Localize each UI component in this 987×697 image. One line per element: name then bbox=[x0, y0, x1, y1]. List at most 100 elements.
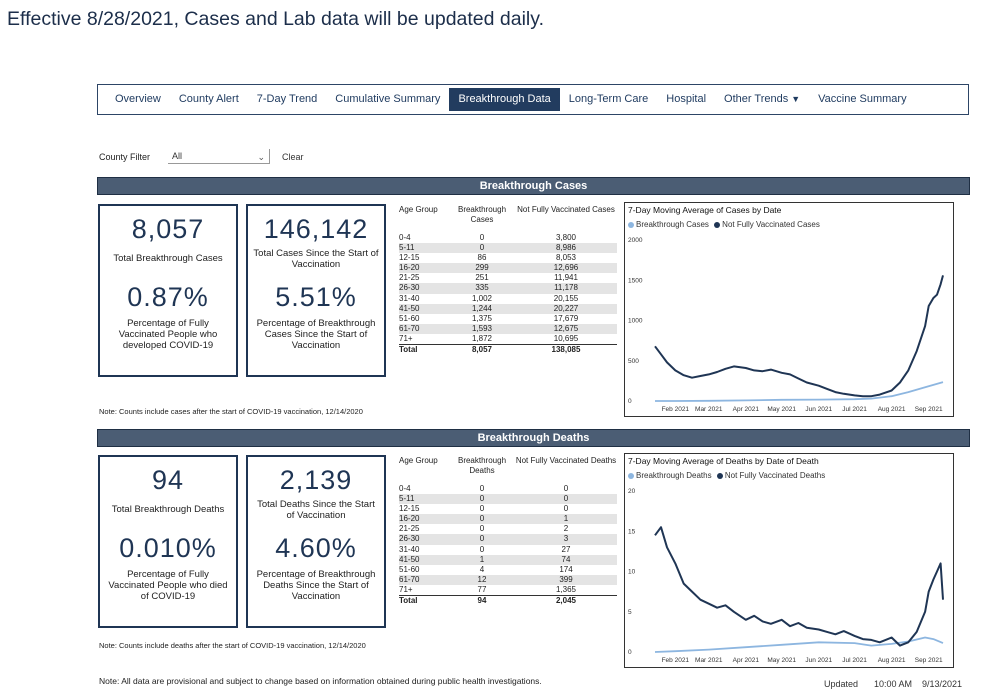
pct-breakthrough-cases-label: Percentage of Breakthrough Cases Since t… bbox=[256, 318, 376, 351]
breakthrough-cell: 1,002 bbox=[471, 293, 493, 303]
total-not-vaccinated-cell: 2,045 bbox=[515, 595, 617, 607]
not-vaccinated-cell: 0 bbox=[563, 484, 569, 493]
breakthrough-cell: 86 bbox=[477, 253, 487, 263]
y-tick-label: 10 bbox=[628, 569, 636, 576]
breakthrough-cell: 1,375 bbox=[471, 313, 493, 323]
total-cases-value: 146,142 bbox=[263, 214, 369, 244]
county-filter-label: County Filter bbox=[99, 152, 151, 162]
not-vaccinated-cell: 8,053 bbox=[555, 253, 577, 263]
tab-cumulative-summary[interactable]: Cumulative Summary bbox=[335, 93, 441, 105]
age-cell: 51-60 bbox=[399, 313, 420, 323]
pct-breakthrough-deaths-label: Percentage of Breakthrough Deaths Since … bbox=[256, 569, 376, 602]
table-row: 16-20 299 12,696 bbox=[399, 263, 617, 274]
table-row: 31-40 0 27 bbox=[399, 545, 617, 555]
tab-hospital[interactable]: Hospital bbox=[666, 93, 707, 105]
deaths-chart-title: 7-Day Moving Average of Deaths by Date o… bbox=[628, 456, 819, 466]
legend-not-vaccinated-deaths: Not Fully Vaccinated Deaths bbox=[724, 471, 826, 480]
total-label-cell: Total bbox=[399, 595, 449, 607]
deaths-card-breakthrough: 94 Total Breakthrough Deaths 0.010% Perc… bbox=[98, 455, 238, 628]
breakthrough-cell: 251 bbox=[475, 273, 489, 283]
table-row: 61-70 1,593 12,675 bbox=[399, 323, 617, 334]
age-cell: 0-4 bbox=[399, 233, 411, 242]
breakthrough-deaths-line bbox=[654, 636, 944, 653]
breakthrough-cell: 12 bbox=[449, 574, 515, 585]
total-deaths-value: 2,139 bbox=[279, 465, 353, 495]
age-cell: 26-30 bbox=[399, 283, 449, 294]
total-breakthrough-cases-label: Total Breakthrough Cases bbox=[113, 253, 223, 264]
table-row: 5-11 0 8,986 bbox=[399, 243, 617, 254]
tab-county-alert[interactable]: County Alert bbox=[178, 93, 239, 105]
breakthrough-cell: 0 bbox=[479, 233, 485, 242]
not-vaccinated-cell: 1,365 bbox=[555, 584, 577, 594]
tab-breakthrough-data[interactable]: Breakthrough Data bbox=[449, 88, 560, 111]
updated-label: Updated bbox=[824, 679, 859, 689]
deaths-table-body: 0-4 0 0 5-11 0 0 12-15 0 0 16-20 0 1 21-25 0 2 26-30 0 3 3… bbox=[399, 484, 617, 607]
cases-chart-title: 7-Day Moving Average of Cases by Date bbox=[628, 205, 782, 215]
table-row: 41-50 1,244 20,227 bbox=[399, 303, 617, 314]
cases-table-body: 0-4 0 3,800 5-11 0 8,986 12-15 86 8,053 16-20 299 1… bbox=[399, 233, 617, 356]
y-tick-label: 5 bbox=[628, 609, 632, 616]
table-row: 12-15 86 8,053 bbox=[399, 253, 617, 263]
tab-long-term-care[interactable]: Long-Term Care bbox=[568, 93, 649, 105]
age-cell: 12-15 bbox=[399, 253, 420, 263]
footer-note: Note: All data are provisional and subje… bbox=[99, 676, 542, 686]
age-cell: 31-40 bbox=[399, 293, 420, 303]
age-cell: 16-20 bbox=[399, 514, 449, 525]
x-tick-label: Feb 2021 bbox=[662, 657, 690, 664]
y-tick-label: 20 bbox=[628, 488, 636, 495]
x-tick-label: Sep 2021 bbox=[915, 657, 943, 664]
table-row: 41-50 1 74 bbox=[399, 554, 617, 565]
x-tick-label: Jul 2021 bbox=[842, 657, 867, 664]
y-tick-label: 0 bbox=[628, 649, 632, 656]
table-row: 26-30 0 3 bbox=[399, 534, 617, 545]
not-vaccinated-cell: 3 bbox=[515, 534, 617, 545]
y-tick-label: 500 bbox=[628, 358, 639, 365]
col-header-age: Age Group bbox=[399, 456, 438, 465]
x-tick-label: Apr 2021 bbox=[733, 657, 760, 664]
not-vaccinated-cell: 20,155 bbox=[553, 293, 579, 303]
total-breakthrough-deaths-value: 94 bbox=[151, 465, 185, 495]
breakthrough-cases-line bbox=[655, 381, 944, 402]
age-cell: 5-11 bbox=[399, 243, 449, 254]
breakthrough-cell: 0 bbox=[479, 484, 485, 493]
pct-breakthrough-cases-value: 5.51% bbox=[275, 282, 357, 312]
cases-note: Note: Counts include cases after the sta… bbox=[99, 407, 363, 416]
cases-banner: Breakthrough Cases bbox=[97, 177, 970, 195]
county-filter-select[interactable]: All ⌄ bbox=[168, 149, 270, 164]
cases-chart-legend: Breakthrough Cases Not Fully Vaccinated … bbox=[628, 220, 820, 229]
table-total-row: Total 94 2,045 bbox=[399, 595, 617, 607]
cases-chart-svg: 0 500 1000 1500 2000 Feb 2021 Mar 2021 Apr 2021… bbox=[628, 237, 944, 413]
y-tick-label: 15 bbox=[628, 528, 636, 535]
x-tick-label: Aug 2021 bbox=[878, 657, 906, 664]
updated-time: 10:00 AM bbox=[874, 679, 913, 689]
not-vaccinated-cell: 20,227 bbox=[515, 303, 617, 314]
age-cell: 61-70 bbox=[399, 323, 449, 334]
not-vaccinated-cell: 174 bbox=[559, 564, 573, 574]
deaths-chart-svg: 0 5 10 15 20 Feb 2021 Mar 2021 Apr 2021 May 2021… bbox=[628, 488, 944, 664]
legend-dot-dark bbox=[716, 472, 723, 479]
table-row: 0-4 0 0 bbox=[399, 484, 617, 494]
triangle-down-icon: ▼ bbox=[791, 94, 801, 104]
page-headline: Effective 8/28/2021, Cases and Lab data … bbox=[7, 8, 544, 30]
breakthrough-cell: 0 bbox=[479, 544, 485, 554]
tab-other-trends[interactable]: Other Trends ▼ bbox=[715, 88, 809, 111]
table-row: 51-60 4 174 bbox=[399, 565, 617, 575]
y-tick-label: 0 bbox=[628, 398, 632, 405]
not-vaccinated-cell: 0 bbox=[515, 494, 617, 505]
x-tick-label: Jul 2021 bbox=[842, 406, 867, 413]
total-breakthrough-cell: 94 bbox=[449, 595, 515, 607]
table-row: 21-25 0 2 bbox=[399, 524, 617, 534]
not-vaccinated-cell: 27 bbox=[561, 544, 571, 554]
tab-overview[interactable]: Overview bbox=[115, 93, 161, 105]
x-tick-label: Jun 2021 bbox=[805, 657, 832, 664]
clear-button[interactable]: Clear bbox=[282, 152, 304, 162]
not-vaccinated-cell: 0 bbox=[563, 504, 569, 514]
legend-dot-light bbox=[628, 472, 634, 479]
col-header-not-vaccinated: Not Fully Vaccinated Cases bbox=[517, 205, 615, 214]
tab-7-day-trend[interactable]: 7-Day Trend bbox=[256, 93, 318, 105]
pct-vaccinated-cases-value: 0.87% bbox=[127, 282, 209, 312]
col-header-age: Age Group bbox=[399, 205, 438, 214]
x-tick-label: Mar 2021 bbox=[695, 657, 723, 664]
chevron-down-icon: ⌄ bbox=[257, 152, 265, 162]
tab-vaccine-summary[interactable]: Vaccine Summary bbox=[818, 93, 907, 105]
